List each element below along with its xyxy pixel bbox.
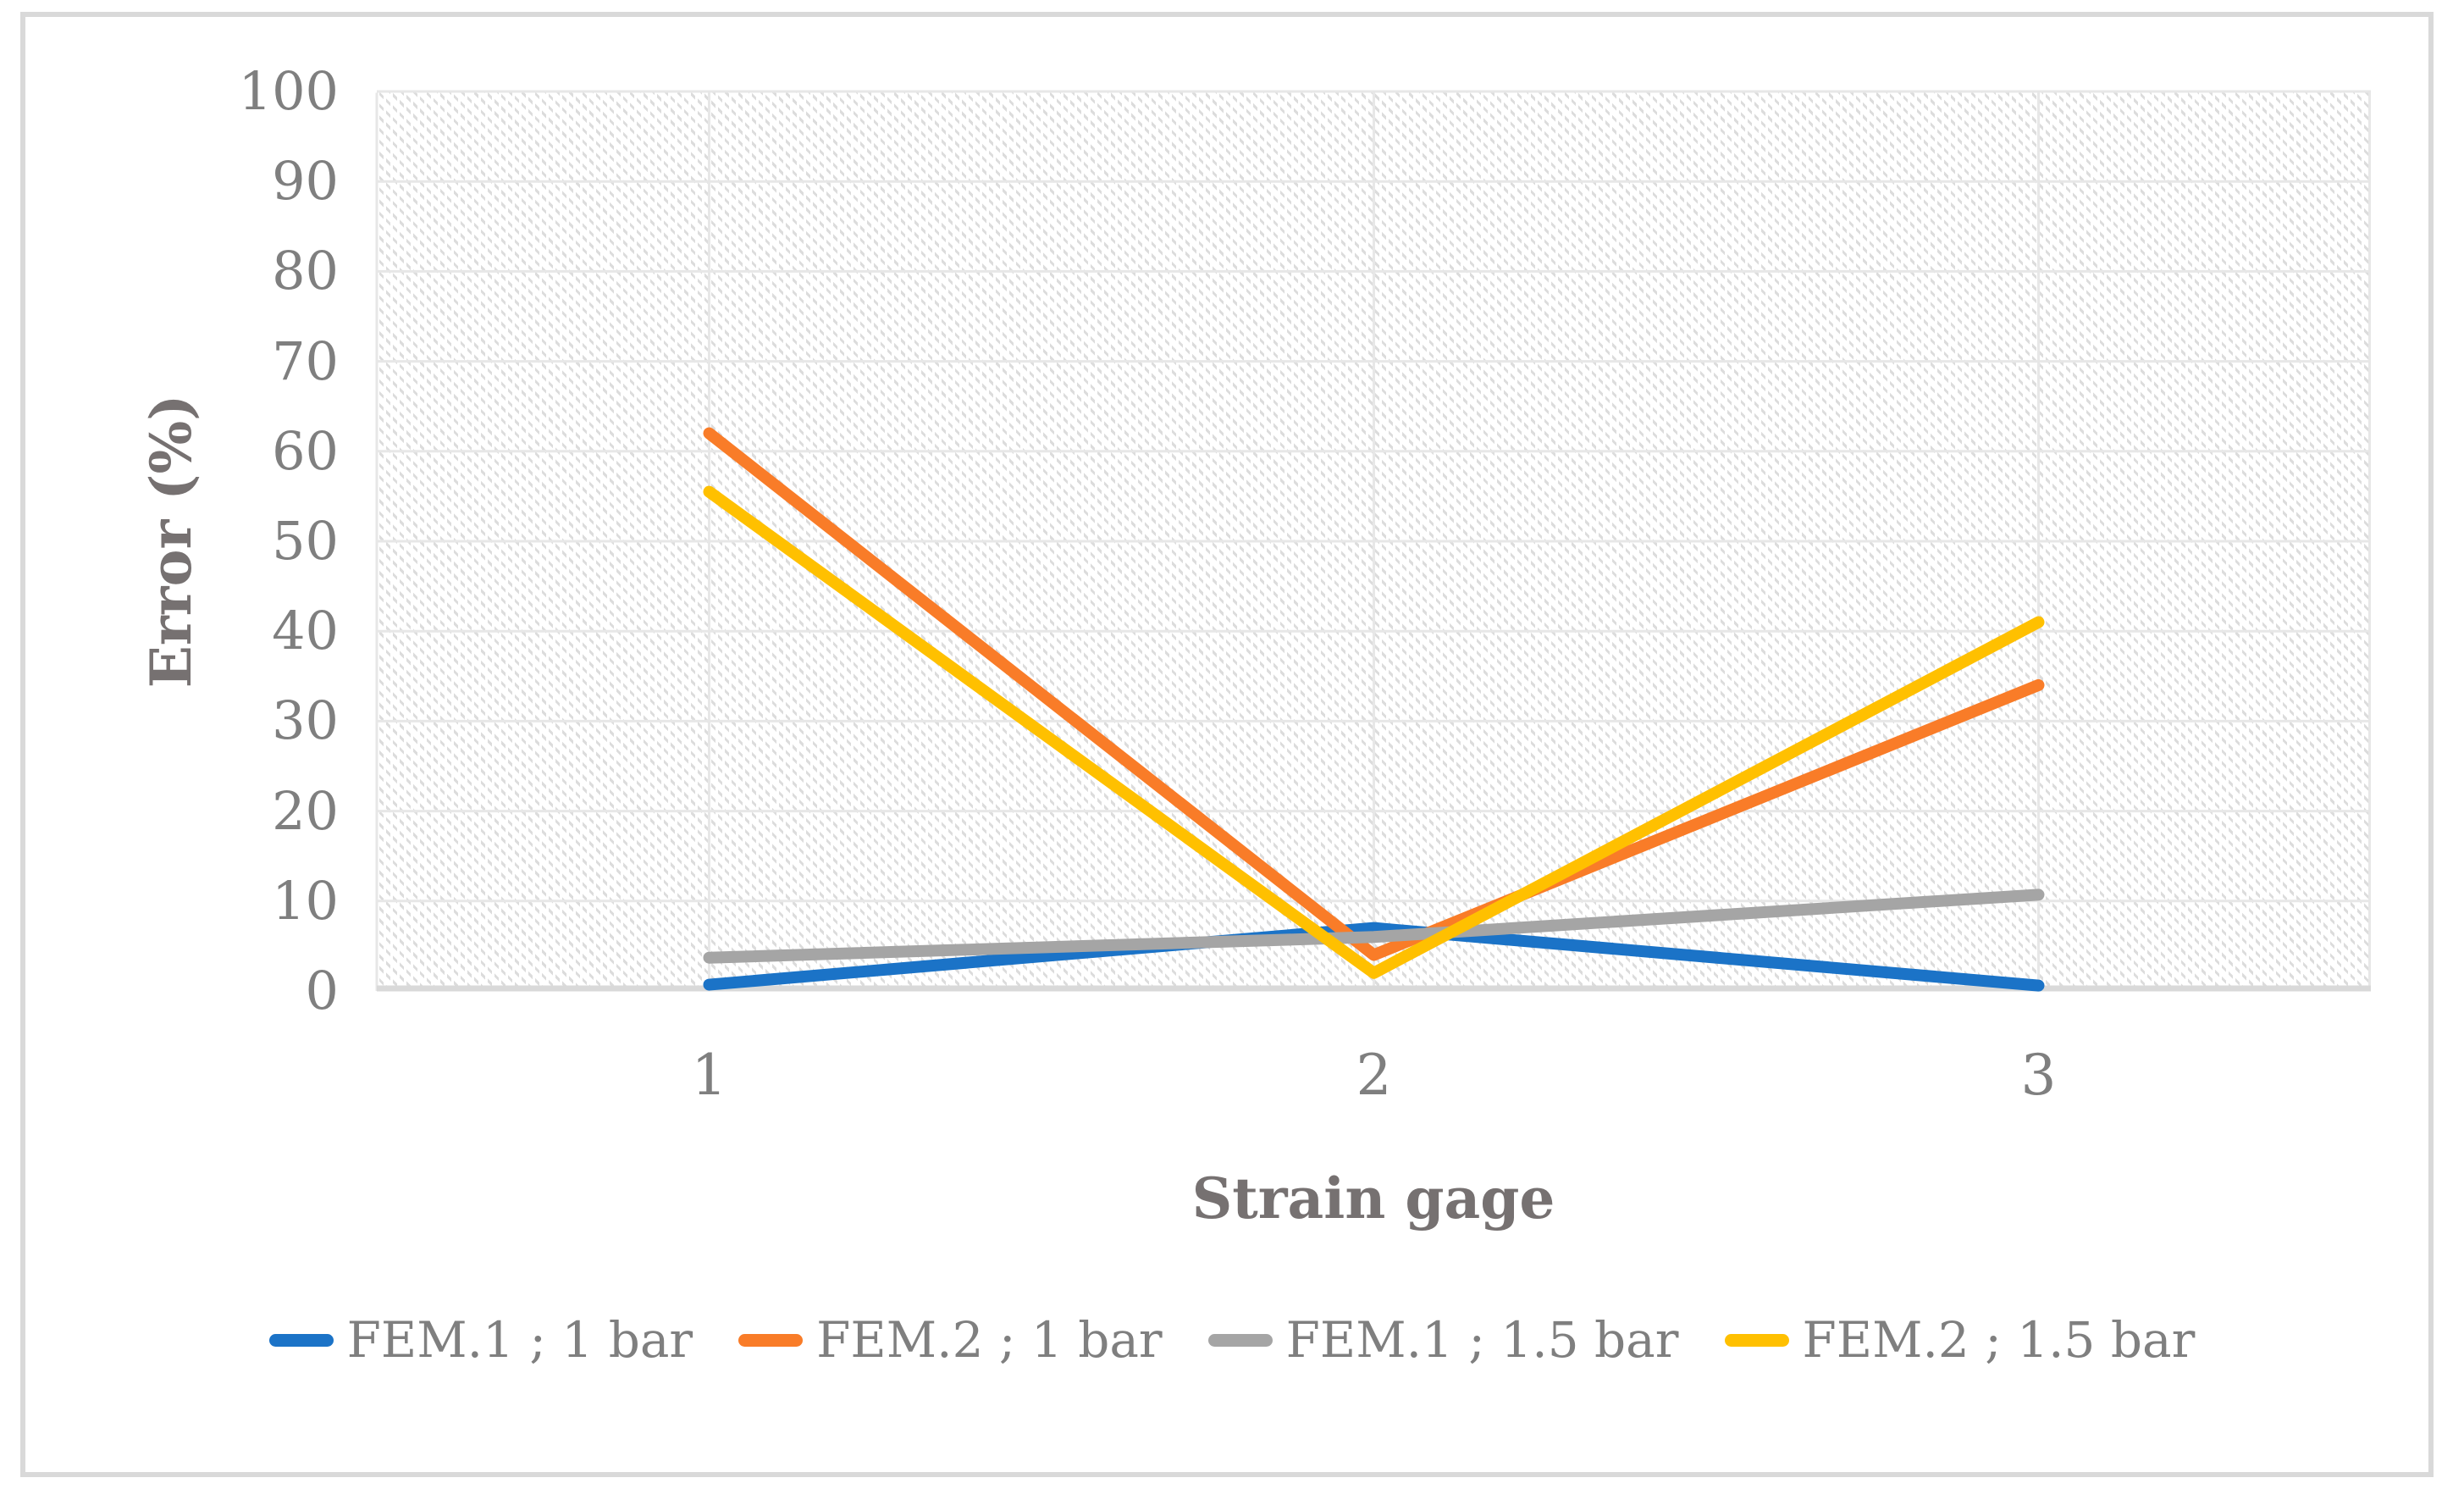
y-tick-label: 20 <box>272 779 339 842</box>
y-tick-label: 40 <box>272 600 339 662</box>
y-tick-label: 30 <box>272 689 339 752</box>
legend-swatch <box>1724 1333 1789 1347</box>
x-axis-title: Strain gage <box>1191 1165 1555 1232</box>
legend-item: FEM.2 ; 1.5 bar <box>1724 1311 2196 1369</box>
x-tick-label: 1 <box>691 1043 727 1108</box>
y-tick-label: 50 <box>272 510 339 572</box>
series-line-fem.2-1.5-bar <box>703 485 2045 979</box>
series-line-fem.1-1.5-bar <box>703 888 2045 964</box>
series-line-fem.2-1-bar <box>703 427 2045 961</box>
chart-svg <box>375 90 2371 992</box>
plot-area <box>375 90 2371 992</box>
y-tick-label: 70 <box>272 329 339 392</box>
y-tick-label: 100 <box>238 60 339 122</box>
legend: FEM.1 ; 1 bar FEM.2 ; 1 bar FEM.1 ; 1.5 ba… <box>34 1308 2430 1372</box>
legend-item: FEM.1 ; 1 bar <box>268 1311 693 1369</box>
legend-label: FEM.1 ; 1.5 bar <box>1285 1311 1679 1369</box>
x-tick-label: 3 <box>2020 1043 2057 1108</box>
legend-item: FEM.2 ; 1 bar <box>738 1311 1163 1369</box>
legend-label: FEM.2 ; 1.5 bar <box>1802 1311 2196 1369</box>
y-tick-label: 60 <box>272 419 339 482</box>
y-tick-label: 0 <box>305 960 339 1021</box>
y-tick-label: 80 <box>272 240 339 302</box>
legend-swatch <box>738 1333 804 1347</box>
series-line-fem.1-1-bar <box>703 922 2045 992</box>
legend-label: FEM.1 ; 1 bar <box>346 1311 693 1369</box>
y-tick-label: 90 <box>272 150 339 213</box>
legend-item: FEM.1 ; 1.5 bar <box>1207 1311 1679 1369</box>
legend-swatch <box>268 1333 334 1347</box>
legend-swatch <box>1207 1333 1273 1347</box>
y-tick-label: 10 <box>272 869 339 932</box>
legend-label: FEM.2 ; 1 bar <box>816 1311 1163 1369</box>
x-tick-label: 2 <box>1356 1043 1392 1108</box>
